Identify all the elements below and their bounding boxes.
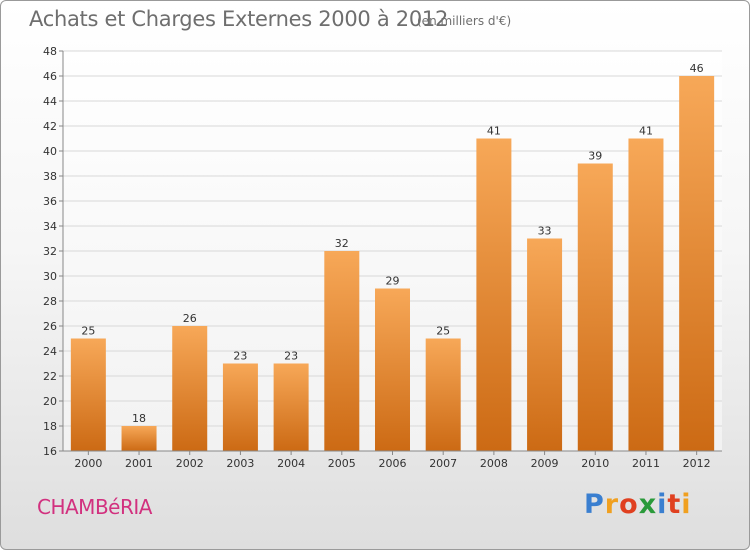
bar [222, 363, 258, 451]
y-tick-label: 44 [43, 95, 57, 108]
logo-letter: i [657, 489, 668, 520]
x-tick-label: 2006 [379, 457, 407, 470]
y-tick-label: 42 [43, 120, 57, 133]
bar [628, 138, 664, 451]
y-tick-label: 24 [43, 345, 57, 358]
bar [121, 426, 157, 451]
bar [476, 138, 512, 451]
chart-unit-note: (en milliers d'€) [417, 14, 512, 28]
y-tick-label: 26 [43, 320, 57, 333]
data-label: 41 [639, 125, 653, 138]
x-tick-label: 2000 [74, 457, 102, 470]
data-label: 25 [81, 325, 95, 338]
y-tick-label: 34 [43, 220, 57, 233]
y-tick-label: 46 [43, 70, 57, 83]
y-tick-label: 16 [43, 445, 57, 458]
bar [527, 238, 563, 451]
data-label: 26 [183, 312, 197, 325]
data-label: 41 [487, 125, 501, 138]
bar [425, 338, 461, 451]
data-label: 33 [538, 225, 552, 238]
x-tick-label: 2010 [581, 457, 609, 470]
y-tick-label: 48 [43, 45, 57, 58]
y-tick-label: 38 [43, 170, 57, 183]
x-tick-label: 2007 [429, 457, 457, 470]
x-tick-label: 2009 [531, 457, 559, 470]
data-labels: 25 18 26 23 23 32 29 25 41 33 39 41 46 [81, 62, 703, 425]
x-tick-label: 2008 [480, 457, 508, 470]
y-tick-label: 18 [43, 420, 57, 433]
logo-letter: o [619, 489, 639, 520]
logo-letter: i [681, 489, 692, 520]
data-label: 46 [690, 62, 704, 75]
bar [273, 363, 309, 451]
logo-letter: t [667, 489, 682, 520]
y-tick-label: 20 [43, 395, 57, 408]
y-tick-label: 22 [43, 370, 57, 383]
y-tick-label: 36 [43, 195, 57, 208]
bars [70, 76, 715, 451]
bar [324, 251, 360, 451]
data-label: 23 [233, 350, 247, 363]
y-tick-label: 32 [43, 245, 57, 258]
data-label: 29 [386, 275, 400, 288]
bar [70, 338, 106, 451]
city-name: CHAMBéRIA [37, 495, 152, 519]
bar [375, 288, 410, 451]
y-tick-label: 40 [43, 145, 57, 158]
y-tick-label: 30 [43, 270, 57, 283]
axes: 16 18 20 22 24 26 28 30 32 34 36 38 40 42 44 46 48 2000 20… [43, 45, 722, 470]
logo-letter: r [604, 489, 620, 520]
proxiti-logo: Proxiti [584, 489, 692, 520]
logo-letter: P [584, 489, 605, 520]
bar [577, 163, 613, 451]
x-tick-label: 2005 [328, 457, 356, 470]
data-label: 32 [335, 237, 349, 250]
data-label: 39 [588, 150, 602, 163]
chart-title: Achats et Charges Externes 2000 à 2012 [29, 7, 449, 31]
x-tick-label: 2003 [226, 457, 254, 470]
data-label: 23 [284, 350, 298, 363]
x-tick-label: 2001 [125, 457, 153, 470]
bar [679, 76, 715, 451]
logo-letter: x [638, 489, 658, 520]
x-tick-label: 2004 [277, 457, 305, 470]
x-tick-label: 2011 [632, 457, 660, 470]
bar [172, 326, 208, 451]
y-tick-label: 28 [43, 295, 57, 308]
x-tick-label: 2012 [683, 457, 711, 470]
data-label: 25 [436, 325, 450, 338]
x-tick-label: 2002 [176, 457, 204, 470]
data-label: 18 [132, 412, 146, 425]
